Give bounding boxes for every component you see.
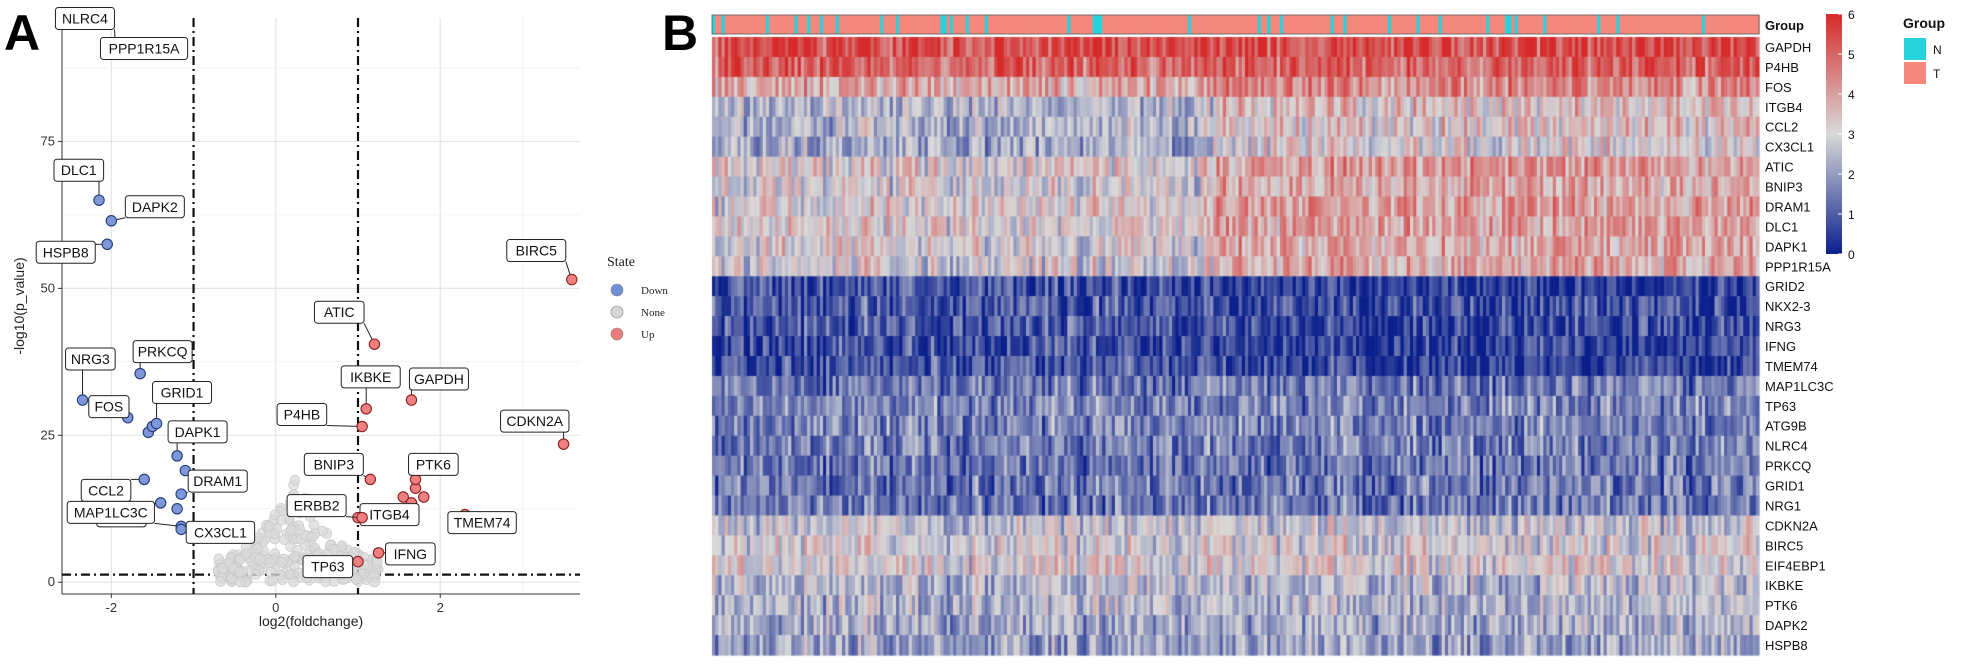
gene-row-label: NKX2-3 xyxy=(1765,299,1811,314)
gene-row-label: ATG9B xyxy=(1765,419,1807,434)
colorbar-tick-label: 0 xyxy=(1848,248,1855,262)
gene-row-label: GRID2 xyxy=(1765,279,1805,294)
gene-row-label: BIRC5 xyxy=(1765,538,1803,553)
gene-row-label: IKBKE xyxy=(1765,578,1804,593)
gene-row-label: GAPDH xyxy=(1765,40,1811,55)
group-annotation-bar xyxy=(711,14,1760,35)
colorbar-tick-label: 3 xyxy=(1848,128,1855,142)
gene-row-label: DAPK1 xyxy=(1765,239,1808,254)
gene-row-label: DAPK2 xyxy=(1765,618,1808,633)
colorbar-tick-label: 4 xyxy=(1848,88,1855,102)
gene-row-label: BNIP3 xyxy=(1765,180,1803,195)
colorbar xyxy=(1826,14,1842,254)
gene-row-label: NRG3 xyxy=(1765,319,1801,334)
gene-row-label: NLRC4 xyxy=(1765,439,1808,454)
group-legend-title: Group xyxy=(1903,15,1945,31)
gene-row-label: ATIC xyxy=(1765,160,1794,175)
group-legend-label: T xyxy=(1933,67,1941,81)
gene-row-label: ITGB4 xyxy=(1765,100,1803,115)
gene-row-label: CDKN2A xyxy=(1765,518,1818,533)
gene-row-label: PRKCQ xyxy=(1765,459,1811,474)
gene-row-label: DRAM1 xyxy=(1765,199,1811,214)
colorbar-tick-label: 2 xyxy=(1848,168,1855,182)
panel-label-b: B xyxy=(662,5,698,61)
group-legend-swatch-n xyxy=(1904,38,1926,60)
gene-row-label: DLC1 xyxy=(1765,219,1798,234)
gene-row-label: GRID1 xyxy=(1765,479,1805,494)
gene-row-label: CX3CL1 xyxy=(1765,140,1814,155)
group-legend-swatch-t xyxy=(1904,62,1926,84)
gene-row-label: TMEM74 xyxy=(1765,359,1818,374)
gene-row-label: MAP1LC3C xyxy=(1765,379,1834,394)
gene-row-label: TP63 xyxy=(1765,399,1796,414)
colorbar-tick-label: 5 xyxy=(1848,48,1855,62)
gene-row-label: EIF4EBP1 xyxy=(1765,558,1826,573)
group-legend-label: N xyxy=(1933,43,1942,57)
gene-row-label: NRG1 xyxy=(1765,498,1801,513)
gene-row-label: P4HB xyxy=(1765,60,1799,75)
colorbar-tick-label: 1 xyxy=(1848,208,1855,222)
gene-row-label: CCL2 xyxy=(1765,120,1798,135)
gene-row-label: PTK6 xyxy=(1765,598,1798,613)
gene-row-label: IFNG xyxy=(1765,339,1796,354)
gene-row-label: FOS xyxy=(1765,80,1792,95)
colorbar-tick-label: 6 xyxy=(1848,8,1855,22)
annotation-row-label: Group xyxy=(1765,18,1804,33)
gene-row-label: HSPB8 xyxy=(1765,638,1808,653)
gene-row-label: PPP1R15A xyxy=(1765,259,1831,274)
